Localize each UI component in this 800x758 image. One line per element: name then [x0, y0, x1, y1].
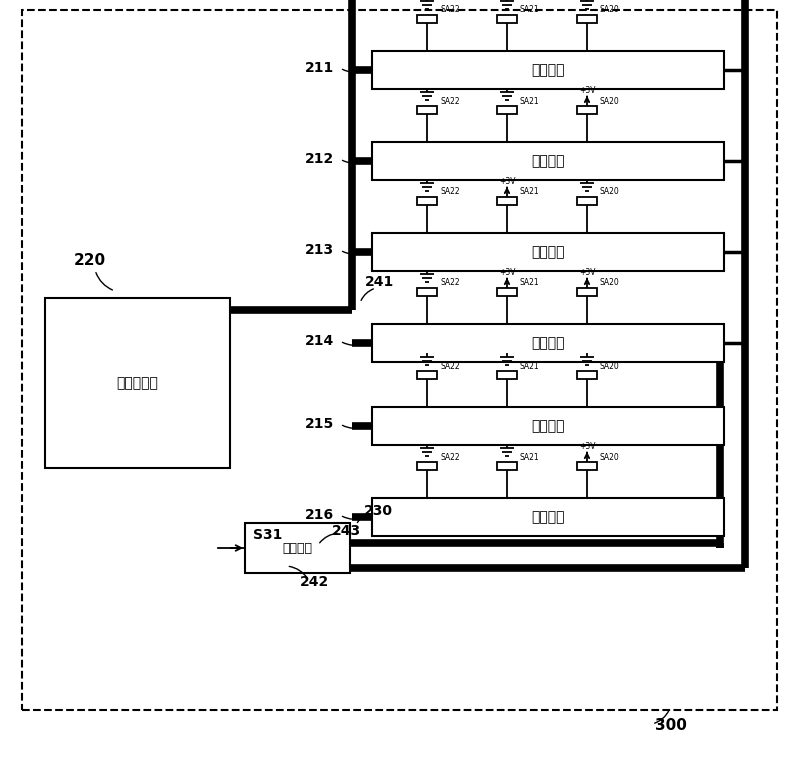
- FancyBboxPatch shape: [372, 498, 724, 536]
- Text: SA20: SA20: [600, 5, 620, 14]
- Text: SA22: SA22: [440, 96, 460, 105]
- FancyBboxPatch shape: [497, 462, 517, 470]
- Text: 212: 212: [305, 152, 334, 166]
- Text: 内存插槽: 内存插槽: [531, 336, 565, 350]
- FancyBboxPatch shape: [245, 523, 350, 573]
- Text: +3V: +3V: [498, 268, 515, 277]
- FancyBboxPatch shape: [577, 15, 597, 23]
- FancyBboxPatch shape: [372, 233, 724, 271]
- Text: SA21: SA21: [520, 96, 540, 105]
- Text: SA21: SA21: [520, 453, 540, 462]
- Text: SA22: SA22: [440, 278, 460, 287]
- Text: SA22: SA22: [440, 453, 460, 462]
- FancyBboxPatch shape: [417, 462, 437, 470]
- Text: SA22: SA22: [440, 362, 460, 371]
- Text: S31: S31: [254, 528, 282, 542]
- Text: 214: 214: [305, 334, 334, 348]
- Text: +3V: +3V: [498, 177, 515, 186]
- Text: SA21: SA21: [520, 278, 540, 287]
- FancyBboxPatch shape: [372, 324, 724, 362]
- Text: 内存插槽: 内存插槽: [531, 245, 565, 259]
- FancyBboxPatch shape: [577, 371, 597, 379]
- Text: 内存插槽: 内存插槽: [531, 510, 565, 524]
- Text: 内存插槽: 内存插槽: [531, 419, 565, 433]
- Text: 300: 300: [655, 719, 687, 734]
- Text: 多任务器: 多任务器: [282, 541, 313, 555]
- Text: SA20: SA20: [600, 453, 620, 462]
- FancyBboxPatch shape: [577, 106, 597, 114]
- Text: 216: 216: [305, 508, 334, 522]
- Text: SA20: SA20: [600, 362, 620, 371]
- Text: 内存插槽: 内存插槽: [531, 63, 565, 77]
- FancyBboxPatch shape: [497, 106, 517, 114]
- FancyBboxPatch shape: [417, 288, 437, 296]
- Text: SA22: SA22: [440, 5, 460, 14]
- FancyBboxPatch shape: [417, 15, 437, 23]
- FancyBboxPatch shape: [372, 407, 724, 445]
- Text: SA22: SA22: [440, 187, 460, 196]
- FancyBboxPatch shape: [577, 462, 597, 470]
- Text: +3V: +3V: [578, 268, 595, 277]
- Text: 243: 243: [331, 524, 361, 538]
- FancyBboxPatch shape: [497, 15, 517, 23]
- Text: 介面控制器: 介面控制器: [117, 376, 158, 390]
- Text: +3V: +3V: [578, 442, 595, 451]
- FancyBboxPatch shape: [417, 371, 437, 379]
- FancyBboxPatch shape: [577, 197, 597, 205]
- Text: SA20: SA20: [600, 96, 620, 105]
- Text: 215: 215: [305, 417, 334, 431]
- Text: 230: 230: [363, 504, 393, 518]
- FancyBboxPatch shape: [372, 142, 724, 180]
- FancyBboxPatch shape: [417, 197, 437, 205]
- Text: 220: 220: [74, 252, 106, 268]
- Text: SA20: SA20: [600, 278, 620, 287]
- FancyBboxPatch shape: [577, 288, 597, 296]
- Text: 211: 211: [305, 61, 334, 75]
- FancyBboxPatch shape: [497, 288, 517, 296]
- FancyBboxPatch shape: [417, 106, 437, 114]
- FancyBboxPatch shape: [497, 371, 517, 379]
- Text: 内存插槽: 内存插槽: [531, 154, 565, 168]
- Text: 213: 213: [305, 243, 334, 257]
- Text: SA21: SA21: [520, 362, 540, 371]
- FancyBboxPatch shape: [22, 10, 777, 710]
- Text: SA20: SA20: [600, 187, 620, 196]
- Text: SA21: SA21: [520, 5, 540, 14]
- FancyBboxPatch shape: [497, 197, 517, 205]
- Text: +3V: +3V: [578, 86, 595, 95]
- Text: 241: 241: [366, 275, 394, 289]
- Text: 242: 242: [300, 575, 329, 589]
- FancyBboxPatch shape: [45, 298, 230, 468]
- FancyBboxPatch shape: [372, 51, 724, 89]
- Text: SA21: SA21: [520, 187, 540, 196]
